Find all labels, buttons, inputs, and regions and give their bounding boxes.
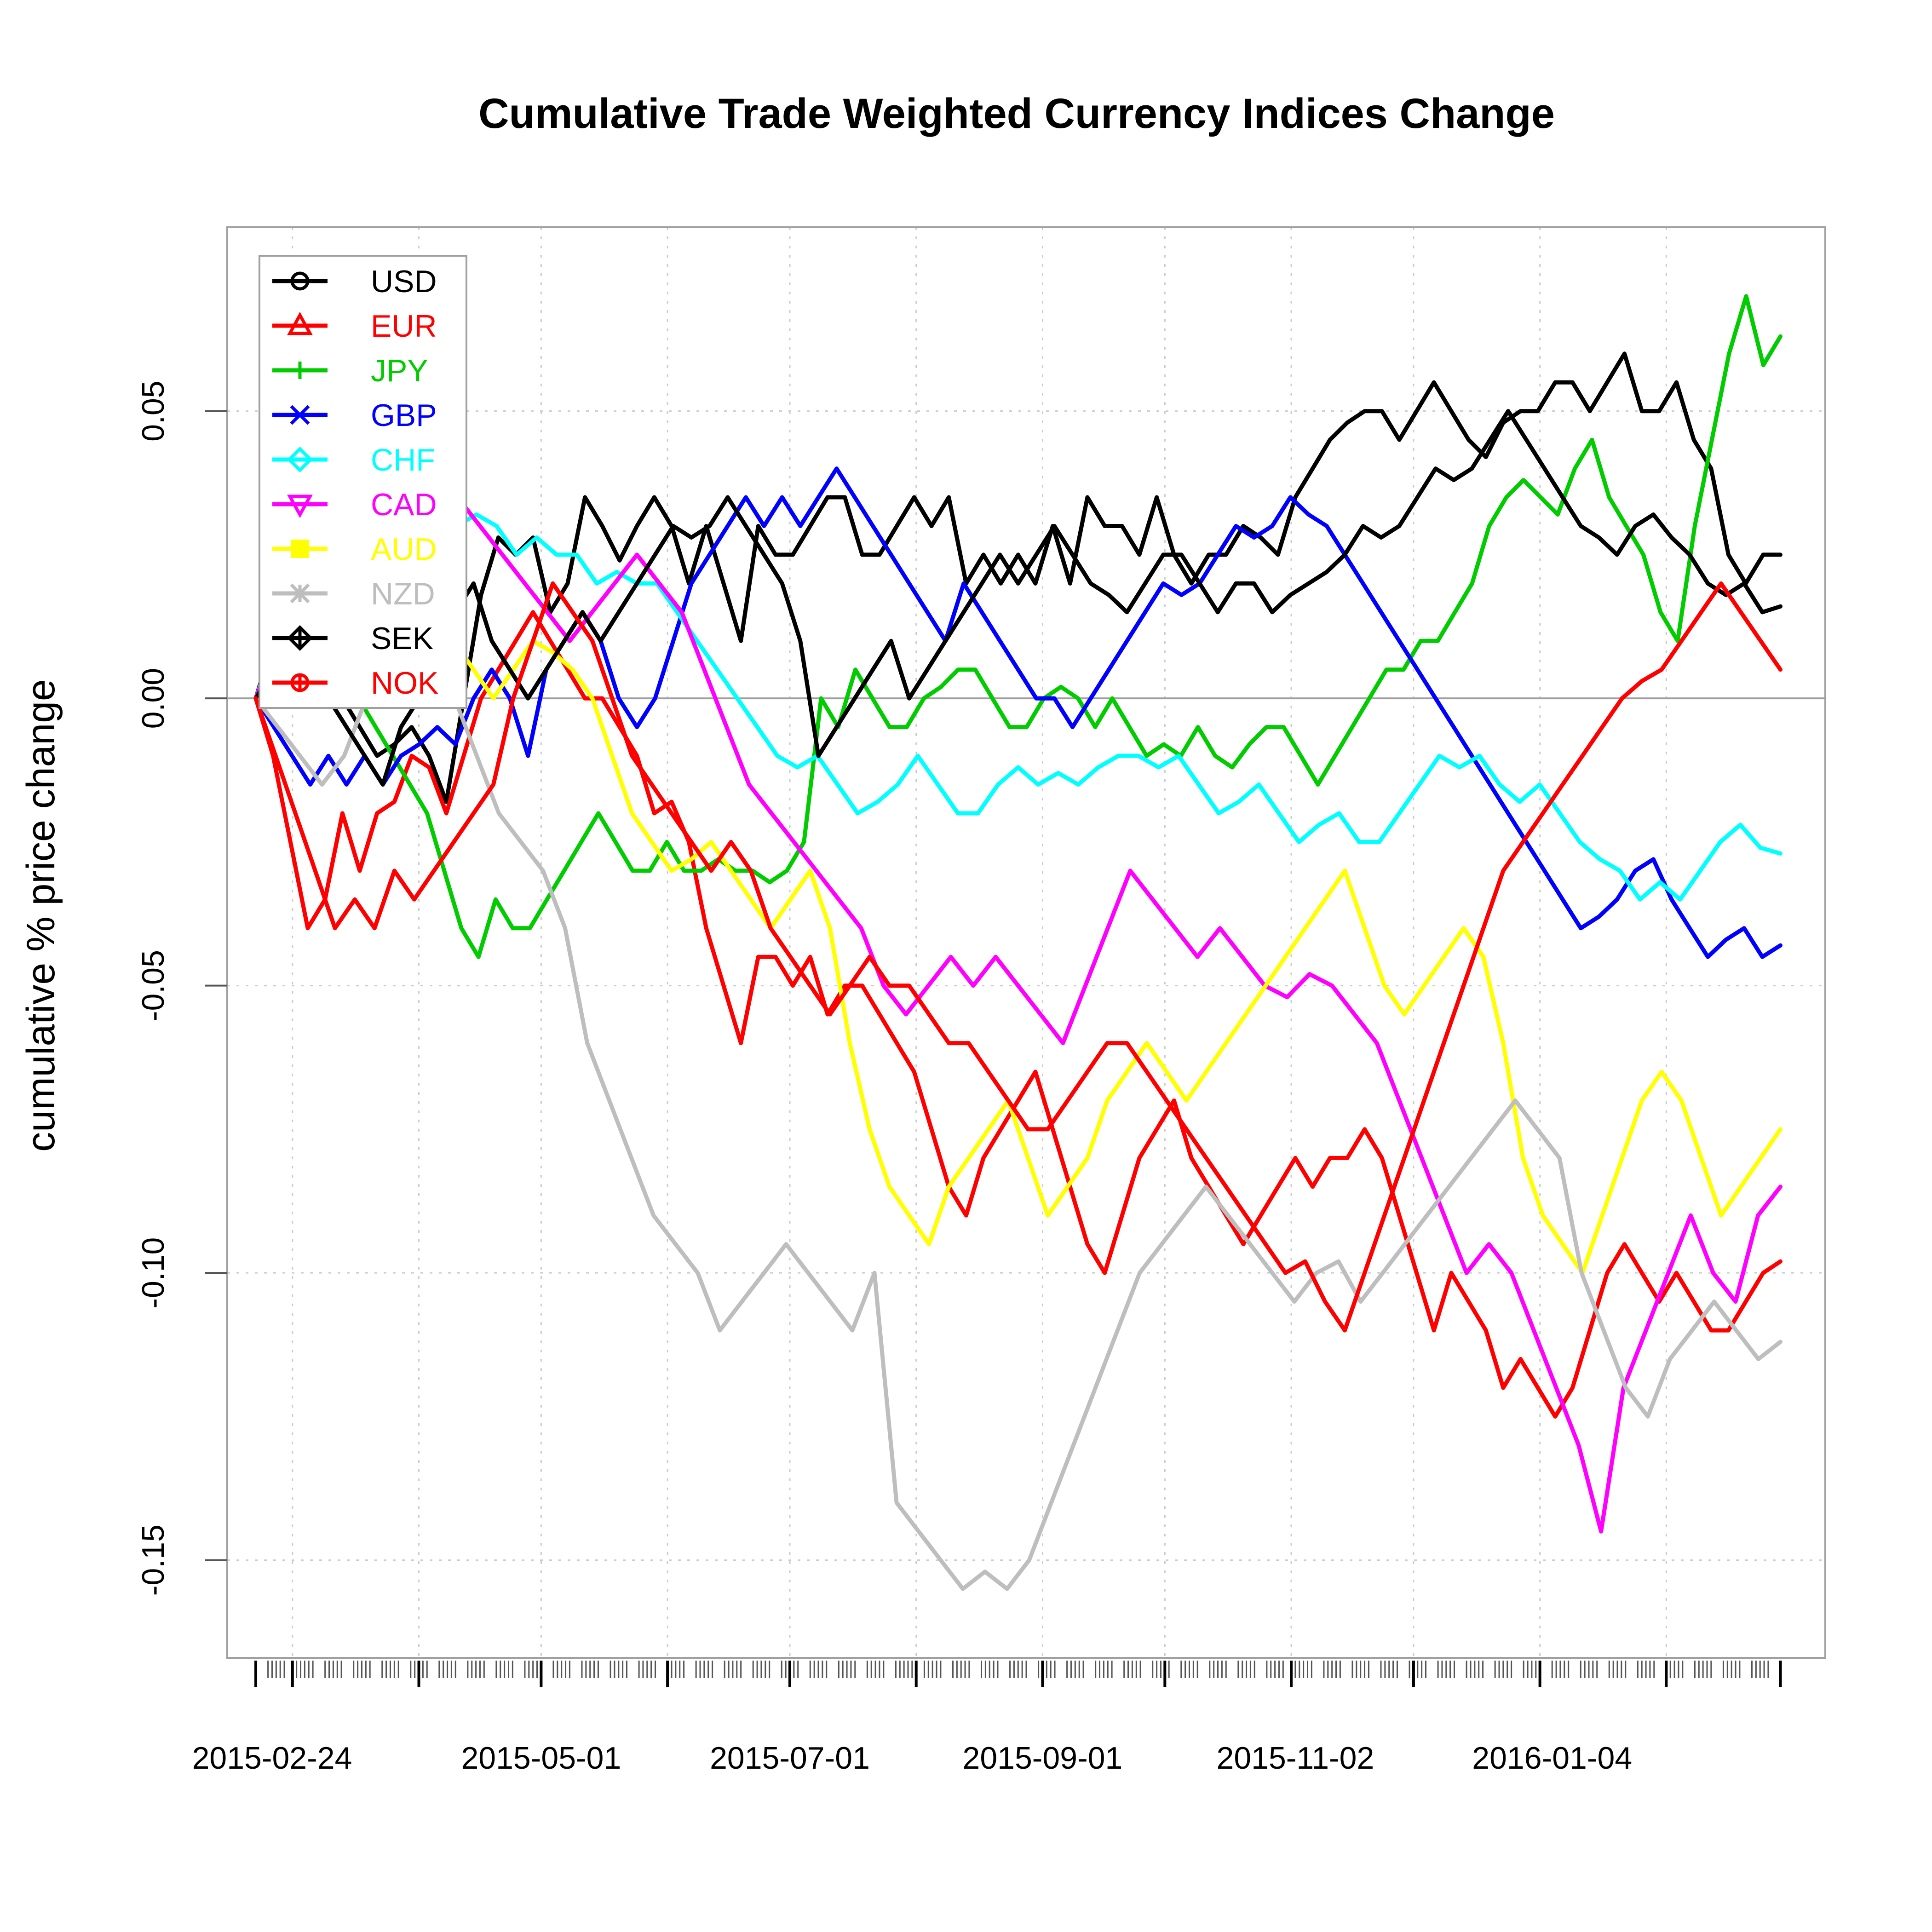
- legend-marker: [290, 673, 310, 692]
- legend-item-cad: CAD: [272, 487, 437, 522]
- legend-label: USD: [371, 264, 437, 299]
- x-tick-label: 2016-01-04: [1472, 1741, 1632, 1776]
- legend-label: GBP: [371, 398, 437, 433]
- legend-label: SEK: [371, 621, 433, 656]
- y-tick-label: 0.00: [136, 668, 171, 729]
- marker-triangle-down: [287, 494, 313, 518]
- marker-square: [291, 540, 309, 558]
- legend-marker: [290, 271, 310, 291]
- legend-item-jpy: JPY: [272, 353, 428, 388]
- x-tick-label: 2015-11-02: [1217, 1741, 1374, 1776]
- legend-marker: [291, 540, 309, 558]
- y-axis: 0.05 0.00 -0.05 -0.10 -0.15: [136, 381, 227, 1596]
- legend-marker: [290, 583, 310, 604]
- marker-diamond: [287, 447, 313, 472]
- marker-triangle: [287, 311, 313, 335]
- marker-circle: [290, 271, 310, 291]
- legend-label: AUD: [371, 532, 437, 567]
- legend-item-aud: AUD: [272, 532, 437, 567]
- y-tick-label: -0.10: [136, 1237, 171, 1309]
- legend-item-nok: NOK: [272, 666, 438, 701]
- series-line-cad: [253, 409, 1782, 1534]
- legend-label: CAD: [371, 487, 437, 522]
- legend-item-nzd: NZD: [272, 576, 435, 611]
- legend-marker: [287, 625, 313, 651]
- legend-marker: [290, 405, 310, 425]
- series-line-gbp: [253, 466, 1782, 959]
- x-axis: 2015-02-24 2015-05-01 2015-07-01 2015-09-01…: [192, 1661, 1782, 1776]
- series-line-sek: [253, 409, 1782, 787]
- legend-item-eur: EUR: [272, 309, 437, 344]
- legend-label: JPY: [371, 353, 428, 388]
- series-line-chf: [253, 495, 1782, 902]
- legend-item-chf: CHF: [272, 443, 435, 477]
- series-line-aud: [253, 524, 1782, 1275]
- series-line-nzd: [253, 610, 1782, 1591]
- y-tick-label: 0.05: [136, 381, 171, 442]
- legend-item-gbp: GBP: [272, 398, 437, 433]
- series-line-usd: [253, 351, 1782, 804]
- plot-frame: [226, 226, 1826, 1659]
- x-tick-label: 2015-07-01: [710, 1741, 870, 1776]
- legend-item-usd: USD: [272, 264, 437, 299]
- series-line-eur: [253, 610, 1782, 1419]
- legend-marker: [287, 447, 313, 472]
- chart-title: Cumulative Trade Weighted Currency Indic…: [478, 90, 1555, 137]
- series-line-jpy: [253, 294, 1782, 959]
- legend-label: NOK: [371, 666, 438, 701]
- y-axis-label: cumulative % price change: [19, 679, 63, 1152]
- marker-cross-b: [290, 583, 310, 604]
- x-tick-label: 2015-02-24: [192, 1741, 352, 1776]
- legend-marker: [287, 494, 313, 518]
- legend: USD EUR JPY GBP CHF CAD AUD NZD SEK NOK: [259, 255, 467, 709]
- marker-diamond: [287, 625, 313, 651]
- legend-label: CHF: [371, 443, 435, 477]
- legend-marker: [287, 311, 313, 335]
- legend-label: NZD: [371, 576, 435, 611]
- y-tick-label: -0.05: [136, 950, 171, 1021]
- legend-item-sek: SEK: [272, 621, 433, 656]
- series-lines: [253, 294, 1782, 1591]
- legend-marker: [291, 362, 309, 379]
- legend-label: EUR: [371, 309, 437, 344]
- marker-cross-b: [290, 405, 310, 425]
- series-line-nok: [253, 581, 1782, 1333]
- y-tick-label: -0.15: [136, 1524, 171, 1596]
- x-tick-label: 2015-05-01: [461, 1741, 621, 1776]
- x-tick-label: 2015-09-01: [963, 1741, 1123, 1776]
